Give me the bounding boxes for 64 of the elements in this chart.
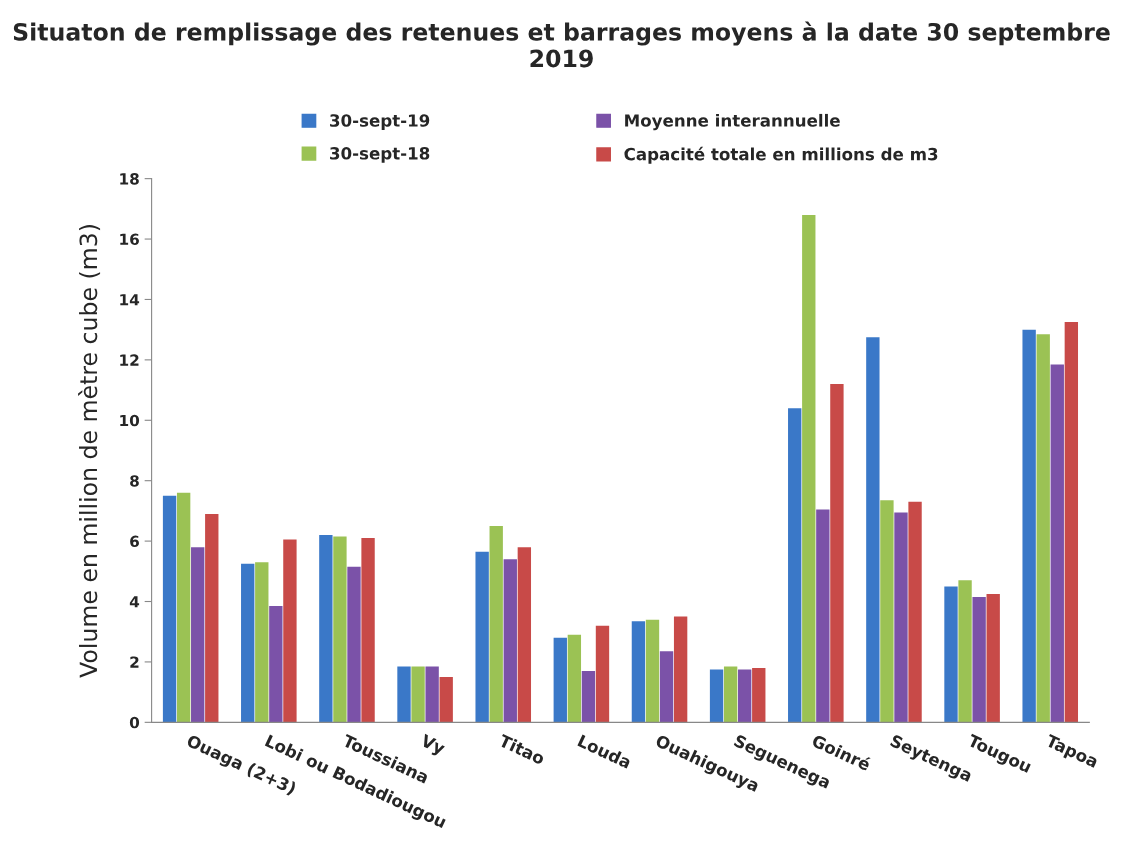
- bar: [908, 501, 922, 723]
- bar: [866, 337, 880, 723]
- y-tick-label: 0: [129, 716, 140, 729]
- chart-title: Situaton de remplissage des retenues et barrages moyens à la date 30 septembre 2019: [13, 21, 1110, 68]
- y-tick-label: 10: [120, 414, 140, 427]
- bar: [958, 580, 972, 723]
- bar: [319, 535, 333, 723]
- bar: [439, 677, 453, 723]
- bar: [802, 214, 816, 723]
- legend-label: 30-sept-19: [330, 114, 430, 131]
- bar: [709, 669, 724, 723]
- bar: [361, 538, 375, 723]
- bar: [631, 621, 646, 723]
- bar: [1036, 334, 1050, 723]
- y-tick-label: 18: [120, 173, 139, 185]
- legend-label: Capacité totale en millions de m3: [624, 146, 938, 164]
- bar: [489, 526, 503, 723]
- bar: [738, 669, 752, 723]
- bar: [425, 666, 439, 723]
- bar: [567, 634, 582, 723]
- y-axis-title: Volume en million de mètre cube (m3): [78, 225, 101, 678]
- bar: [944, 586, 958, 723]
- bar: [788, 408, 802, 723]
- bar: [411, 666, 425, 723]
- bar: [1050, 364, 1064, 723]
- bar: [517, 547, 532, 723]
- bar: [673, 616, 688, 723]
- bar: [645, 619, 660, 723]
- legend-label: 30-sept-18: [330, 147, 430, 163]
- y-tick-label: 4: [129, 596, 140, 608]
- bar: [269, 606, 283, 723]
- bar: [659, 651, 674, 723]
- bar: [333, 536, 347, 723]
- bar: [397, 666, 411, 723]
- legend-label: Moyenne interannuelle: [625, 113, 840, 131]
- bar: [894, 512, 908, 723]
- bar: [255, 562, 269, 723]
- bar: [283, 539, 297, 723]
- bar: [752, 667, 766, 723]
- bar: [880, 500, 894, 723]
- bar: [1022, 329, 1036, 723]
- y-tick-label: 6: [130, 535, 139, 548]
- bar: [347, 566, 361, 723]
- bar: [241, 563, 255, 723]
- bar: [816, 509, 830, 723]
- bar: [986, 593, 1000, 723]
- bar: [553, 637, 567, 723]
- y-tick-label: 16: [120, 233, 139, 246]
- bar: [176, 492, 191, 723]
- y-tick-label: 14: [120, 294, 140, 306]
- bar: [830, 384, 844, 723]
- bar: [723, 666, 738, 723]
- y-tick-label: 8: [130, 475, 139, 487]
- bar: [191, 547, 205, 723]
- y-tick-label: 12: [120, 354, 139, 366]
- bar: [595, 625, 610, 723]
- bar: [475, 551, 489, 723]
- bar: [581, 670, 596, 723]
- bar: [972, 596, 986, 723]
- bar: [205, 513, 219, 723]
- bar: [162, 495, 177, 723]
- bar: [1064, 322, 1079, 723]
- bar: [503, 559, 517, 723]
- y-tick-label: 2: [130, 656, 139, 668]
